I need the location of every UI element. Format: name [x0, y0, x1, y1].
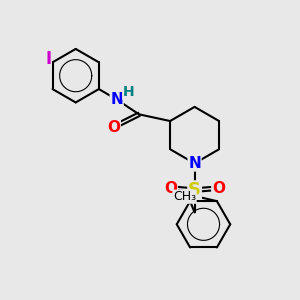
Text: N: N [110, 92, 123, 107]
Text: N: N [188, 156, 201, 171]
Text: O: O [212, 181, 225, 196]
Text: O: O [107, 120, 120, 135]
Text: O: O [164, 181, 177, 196]
Text: S: S [188, 181, 201, 199]
Text: I: I [45, 50, 51, 68]
Text: CH₃: CH₃ [173, 190, 196, 203]
Text: H: H [123, 85, 134, 99]
